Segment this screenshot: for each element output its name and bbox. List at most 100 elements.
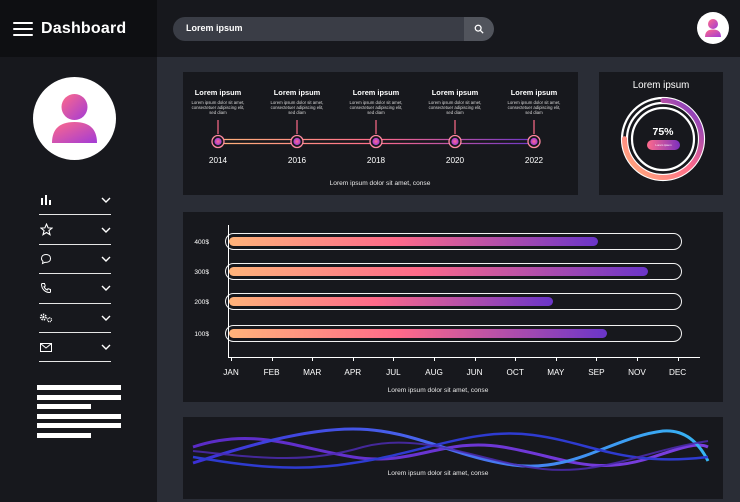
search-bar[interactable]: Lorem ipsum bbox=[173, 17, 494, 41]
timeline-year: 2020 bbox=[445, 156, 465, 165]
text-placeholder-block bbox=[37, 385, 121, 442]
top-bar: Lorem ipsum bbox=[157, 0, 740, 57]
bar-track bbox=[225, 325, 682, 342]
x-axis-label: APR bbox=[344, 368, 362, 377]
chevron-down-icon[interactable] bbox=[101, 197, 111, 204]
x-axis-tick bbox=[271, 357, 273, 361]
x-axis-label: JAN bbox=[223, 368, 239, 377]
wave-panel: Lorem ipsum dolor sit amet, conse bbox=[183, 417, 723, 499]
x-axis-label: FEB bbox=[263, 368, 280, 377]
x-axis bbox=[228, 357, 700, 358]
timeline-event: Lorem ipsum Lorem ipsum dolor sit amet, co… bbox=[504, 88, 564, 116]
app-title: Dashboard bbox=[41, 19, 127, 37]
timeline-node-dot bbox=[372, 137, 380, 146]
user-icon bbox=[52, 94, 97, 143]
timeline-event-desc: consectetuer adipiscing elit, bbox=[349, 105, 403, 111]
star-icon bbox=[39, 223, 53, 237]
chevron-down-icon[interactable] bbox=[101, 315, 111, 321]
y-axis-label: 300$ bbox=[194, 269, 209, 276]
brand-bar: Dashboard bbox=[0, 0, 157, 57]
x-axis-label: MAR bbox=[303, 368, 322, 377]
timeline-panel: Lorem ipsum Lorem ipsum dolor sit amet, co… bbox=[183, 72, 578, 195]
phone-icon bbox=[39, 281, 53, 295]
wave-line-2 bbox=[192, 427, 710, 468]
timeline-node-dot bbox=[293, 137, 301, 146]
progress-panel: Lorem ipsum 75% Lorem ipsum bbox=[599, 72, 723, 195]
timeline-event: Lorem ipsum Lorem ipsum dolor sit amet, co… bbox=[425, 88, 485, 116]
chevron-down-icon[interactable] bbox=[101, 256, 111, 262]
timeline-event-desc: sed diam bbox=[288, 110, 306, 116]
x-axis-tick bbox=[596, 357, 598, 361]
x-axis-label: JUL bbox=[386, 368, 401, 377]
mail-icon bbox=[39, 340, 53, 354]
sidebar-item-favorites[interactable] bbox=[39, 215, 111, 245]
timeline-year: 2018 bbox=[366, 156, 386, 165]
sidebar-item-calls[interactable] bbox=[39, 274, 111, 304]
timeline-event-title: Lorem ipsum bbox=[510, 88, 558, 97]
donut-progress-arc bbox=[622, 98, 704, 180]
bar-track bbox=[225, 293, 682, 310]
y-axis-label: 100$ bbox=[194, 331, 209, 338]
y-axis-label: 400$ bbox=[194, 239, 209, 246]
timeline-event-title: Lorem ipsum bbox=[431, 88, 479, 97]
sidebar-item-settings[interactable] bbox=[39, 304, 111, 333]
donut-ring-middle bbox=[625, 101, 701, 177]
x-axis-label: OCT bbox=[506, 368, 524, 377]
x-axis-tick bbox=[555, 357, 557, 361]
sidebar-item-messages[interactable] bbox=[39, 245, 111, 275]
bar-fill bbox=[229, 266, 648, 276]
timeline-event-desc: Lorem ipsum dolor sit amet, bbox=[428, 100, 482, 105]
chevron-down-icon[interactable] bbox=[101, 227, 111, 233]
search-button[interactable] bbox=[464, 17, 494, 41]
timeline-event-desc: sed diam bbox=[367, 110, 385, 116]
x-axis-label: SEP bbox=[588, 368, 605, 377]
x-axis-tick bbox=[393, 357, 395, 361]
wave-line-4 bbox=[192, 440, 709, 471]
search-input[interactable]: Lorem ipsum bbox=[186, 23, 243, 33]
donut-ring-inner bbox=[630, 106, 696, 172]
timeline-node-dot bbox=[451, 137, 459, 146]
bar-fill bbox=[229, 328, 607, 338]
sidebar-nav bbox=[39, 186, 111, 363]
timeline-caption: Lorem ipsum dolor sit amet, conse bbox=[329, 180, 431, 187]
x-axis-label: JUN bbox=[466, 368, 483, 377]
x-axis-tick bbox=[515, 357, 517, 361]
timeline-event-desc: Lorem ipsum dolor sit amet, bbox=[270, 100, 324, 105]
bar-fill bbox=[229, 236, 598, 246]
x-axis-tick bbox=[474, 357, 476, 361]
wave-line-3 bbox=[192, 432, 709, 469]
hamburger-menu-icon[interactable] bbox=[13, 21, 33, 36]
timeline-event: Lorem ipsum Lorem ipsum dolor sit amet, co… bbox=[188, 88, 248, 116]
profile-avatar[interactable] bbox=[33, 77, 116, 160]
gears-icon bbox=[39, 311, 53, 325]
timeline-graphic bbox=[211, 120, 541, 149]
donut-chart bbox=[620, 96, 706, 182]
chevron-down-icon[interactable] bbox=[101, 344, 111, 351]
timeline-event: Lorem ipsum Lorem ipsum dolor sit amet, co… bbox=[267, 88, 327, 116]
timeline-year: 2014 bbox=[208, 156, 228, 165]
progress-percent: 75% bbox=[652, 126, 674, 138]
x-axis-tick bbox=[677, 357, 679, 361]
timeline-event-desc: consectetuer adipiscing elit, bbox=[428, 105, 482, 111]
chevron-down-icon[interactable] bbox=[101, 285, 111, 292]
bar-chart-icon bbox=[39, 193, 53, 207]
x-axis-label: AUG bbox=[425, 368, 443, 377]
timeline-event-desc: consectetuer adipiscing elit, bbox=[507, 105, 561, 111]
bar-track bbox=[225, 263, 682, 280]
progress-title: Lorem ipsum bbox=[632, 80, 690, 91]
sidebar-item-analytics[interactable] bbox=[39, 186, 111, 216]
timeline-event-title: Lorem ipsum bbox=[194, 88, 242, 97]
y-axis-label: 200$ bbox=[194, 299, 209, 306]
timeline-event-desc: consectetuer adipiscing elit, bbox=[270, 105, 324, 111]
x-axis-label: MAY bbox=[547, 368, 565, 377]
x-axis-label: NOV bbox=[628, 368, 646, 377]
y-axis bbox=[228, 225, 229, 357]
bar-track bbox=[225, 233, 682, 250]
timeline-node-dot bbox=[530, 137, 538, 146]
x-axis-tick bbox=[231, 357, 232, 361]
timeline-event-desc: sed diam bbox=[209, 110, 227, 116]
user-avatar-button[interactable] bbox=[697, 12, 729, 44]
sidebar-item-mail[interactable] bbox=[39, 333, 111, 363]
timeline-event-title: Lorem ipsum bbox=[273, 88, 321, 97]
